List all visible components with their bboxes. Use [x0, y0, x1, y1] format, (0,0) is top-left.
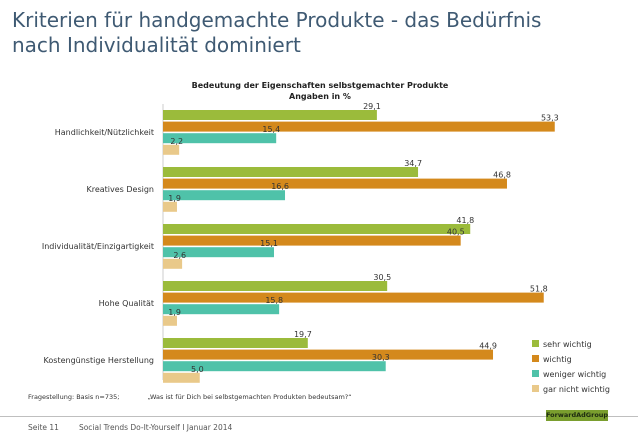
legend-label-gar-nicht-wichtig: gar nicht wichtig — [543, 385, 610, 394]
data-label-gar-nicht-wichtig-kostengunstige-herstellung: 5,0 — [191, 365, 204, 374]
bar-sehr-wichtig-individualitat-einzigartigkeit — [163, 224, 471, 234]
bar-weniger-wichtig-individualitat-einzigartigkeit — [163, 247, 274, 258]
data-label-sehr-wichtig-kostengunstige-herstellung: 19,7 — [294, 330, 312, 339]
category-label-kostengunstige-herstellung: Kostengünstige Herstellung — [44, 356, 154, 365]
question-note: Fragestellung: Basis n=735; „Was ist für … — [28, 393, 380, 401]
data-label-sehr-wichtig-individualitat-einzigartigkeit: 41,8 — [456, 216, 474, 225]
category-label-hohe-qualitat: Hohe Qualität — [99, 299, 154, 308]
bar-wichtig-individualitat-einzigartigkeit — [163, 235, 461, 246]
bar-wichtig-kreatives-design — [163, 178, 507, 189]
bar-weniger-wichtig-hohe-qualitat — [163, 304, 280, 315]
data-label-sehr-wichtig-kreatives-design: 34,7 — [404, 159, 422, 168]
bar-sehr-wichtig-handlichkeit-nutzlichkeit — [163, 110, 377, 120]
question-basis: Fragestellung: Basis n=735; — [28, 393, 120, 401]
data-label-gar-nicht-wichtig-individualitat-einzigartigkeit: 2,6 — [173, 251, 186, 260]
category-label-individualitat-einzigartigkeit: Individualität/Einzigartigkeit — [42, 242, 154, 251]
data-label-wichtig-handlichkeit-nutzlichkeit: 53,3 — [541, 114, 559, 123]
page-number: Seite 11 — [28, 423, 59, 432]
legend-swatch-sehr-wichtig — [532, 340, 539, 347]
bar-weniger-wichtig-kreatives-design — [163, 190, 286, 201]
data-label-gar-nicht-wichtig-kreatives-design: 1,9 — [168, 194, 181, 203]
bar-sehr-wichtig-hohe-qualitat — [163, 281, 388, 291]
bar-wichtig-hohe-qualitat — [163, 292, 544, 303]
legend-label-sehr-wichtig: sehr wichtig — [543, 340, 592, 349]
bar-sehr-wichtig-kreatives-design — [163, 167, 419, 177]
category-label-kreatives-design: Kreatives Design — [86, 185, 154, 194]
data-label-weniger-wichtig-kreatives-design: 16,6 — [271, 182, 289, 191]
question-text: „Was ist für Dich bei selbstgemachten Pr… — [147, 393, 352, 401]
legend-swatch-weniger-wichtig — [532, 370, 539, 377]
bar-wichtig-handlichkeit-nutzlichkeit — [163, 121, 555, 132]
bar-weniger-wichtig-kostengunstige-herstellung — [163, 361, 386, 372]
data-label-wichtig-kreatives-design: 46,8 — [493, 171, 511, 180]
category-label-handlichkeit-nutzlichkeit: Handlichkeit/Nützlichkeit — [55, 128, 154, 137]
data-label-weniger-wichtig-kostengunstige-herstellung: 30,3 — [372, 353, 390, 362]
legend-label-weniger-wichtig: weniger wichtig — [543, 370, 606, 379]
bar-wichtig-kostengunstige-herstellung — [163, 349, 494, 360]
chart-title-block: Bedeutung der Eigenschaften selbstgemach… — [160, 80, 480, 102]
bar-gar-nicht-wichtig-kreatives-design — [163, 201, 177, 212]
chart-subtitle: Angaben in % — [289, 92, 351, 101]
data-label-weniger-wichtig-hohe-qualitat: 15,8 — [265, 296, 283, 305]
chart-title: Bedeutung der Eigenschaften selbstgemach… — [191, 81, 449, 90]
footer-source: Social Trends Do-It-Yourself I Januar 20… — [78, 423, 233, 432]
page-title-line-1: Kriterien für handgemachte Produkte - da… — [12, 8, 542, 32]
bar-gar-nicht-wichtig-hohe-qualitat — [163, 315, 177, 326]
legend-swatch-wichtig — [532, 355, 539, 362]
bar-sehr-wichtig-kostengunstige-herstellung — [163, 338, 308, 348]
data-label-wichtig-individualitat-einzigartigkeit: 40,5 — [447, 228, 465, 237]
data-label-wichtig-kostengunstige-herstellung: 44,9 — [479, 342, 497, 351]
page-title-line-2: nach Individualität dominiert — [12, 33, 301, 57]
bar-gar-nicht-wichtig-individualitat-einzigartigkeit — [163, 258, 183, 269]
data-label-sehr-wichtig-handlichkeit-nutzlichkeit: 29,1 — [363, 102, 381, 111]
page-title: Kriterien für handgemachte Produkte - da… — [12, 8, 612, 58]
bar-gar-nicht-wichtig-kostengunstige-herstellung — [163, 372, 200, 383]
legend-label-wichtig: wichtig — [543, 355, 572, 364]
footer: Seite 11 Social Trends Do-It-Yourself I J… — [28, 423, 252, 432]
data-label-gar-nicht-wichtig-hohe-qualitat: 1,9 — [168, 308, 181, 317]
forwardadgroup-logo: ForwardAdGroup — [546, 410, 609, 421]
data-label-weniger-wichtig-handlichkeit-nutzlichkeit: 15,4 — [262, 125, 280, 134]
bar-gar-nicht-wichtig-handlichkeit-nutzlichkeit — [163, 144, 180, 155]
footer-divider — [0, 416, 638, 417]
bar-weniger-wichtig-handlichkeit-nutzlichkeit — [163, 133, 277, 144]
data-label-gar-nicht-wichtig-handlichkeit-nutzlichkeit: 2,2 — [170, 137, 183, 146]
data-label-weniger-wichtig-individualitat-einzigartigkeit: 15,1 — [260, 239, 278, 248]
data-label-wichtig-hohe-qualitat: 51,8 — [530, 285, 548, 294]
data-label-sehr-wichtig-hohe-qualitat: 30,5 — [373, 273, 391, 282]
legend-swatch-gar-nicht-wichtig — [532, 385, 539, 392]
